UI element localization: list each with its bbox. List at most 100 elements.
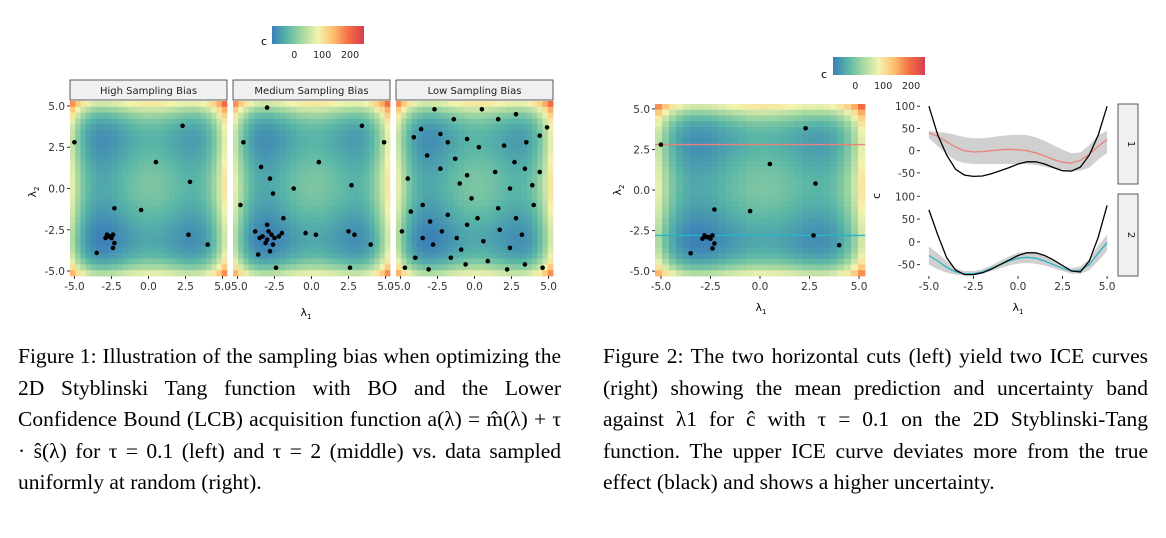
heatmap-cell [85,141,92,149]
heatmap-cell [195,141,202,149]
heatmap-cell [521,200,528,207]
heatmap-cell [655,201,663,208]
heatmap-cell [479,153,486,160]
heatmap-cell [655,258,663,265]
heatmap-cell [479,252,486,259]
heatmap-cell [280,153,286,160]
heatmap-cell [233,136,239,143]
heatmap-cell [106,176,113,184]
heatmap-cell [823,149,831,156]
heatmap-cell [484,223,491,230]
heatmap-cell [453,136,460,143]
heatmap-cell [458,206,465,213]
heatmap-cell [732,109,740,116]
heatmap-cell [542,223,549,230]
heatmap-cell [532,211,538,219]
heatmap-cell [511,217,517,224]
heatmap-cell [443,194,449,201]
heatmap-cell [767,224,775,231]
heatmap-cell [164,147,170,154]
heatmap-cell [301,171,307,178]
heatmap-cell [788,201,796,208]
heatmap-cell [70,206,76,213]
heatmap-cell [101,211,108,219]
heatmap-cell [127,241,134,248]
heatmap-cell [697,121,705,128]
heatmap-cell [311,182,318,189]
heatmap-cell [676,207,684,214]
heatmap-cell [474,176,481,184]
heatmap-cell [348,136,354,143]
heatmap-cell [285,118,291,125]
heatmap-cell [396,223,402,230]
heatmap-cell [718,218,726,225]
heatmap-cell [844,247,852,254]
heatmap-cell [753,212,761,220]
heatmap-cell [195,258,202,265]
heatmap-cell [127,159,134,166]
heatmap-cell [316,223,323,230]
heatmap-cell [106,223,113,230]
heatmap-cell [676,212,684,220]
heatmap-cell [80,246,87,254]
heatmap-cell [753,161,761,168]
heatmap-cell [500,246,507,254]
heatmap-cell [781,104,789,111]
heatmap-cell [195,165,202,172]
heatmap-cell [711,109,719,116]
heatmap-cell [384,165,391,172]
heatmap-cell [206,176,212,184]
heatmap-cell [75,153,81,160]
heatmap-cell [169,176,176,184]
sample-point [464,136,470,142]
heatmap-cell [374,130,380,137]
heatmap-cell [809,230,817,237]
heatmap-cell [174,235,181,242]
heatmap-cell [774,218,782,225]
heatmap-cell [306,182,312,189]
heatmap-cell [285,270,291,277]
heatmap-cell [676,138,684,145]
heatmap-cell [342,159,349,166]
heatmap-cell [190,141,196,149]
heatmap-cell [138,211,144,219]
x-tick-label: 5.0 [540,281,557,293]
heatmap-cell [516,153,522,160]
heatmap-cell [311,217,318,224]
heatmap-cell [739,155,747,162]
heatmap-cell [185,211,191,219]
ice-ylabel: c [870,193,883,199]
heatmap-cell [274,147,281,154]
heatmap-cell [516,229,522,236]
heatmap-cell [739,264,747,271]
heatmap-cell [662,149,670,156]
heatmap-cell [532,124,538,131]
heatmap-cell [781,241,789,248]
figure1-colorbar: c 0 100 200 [261,26,364,61]
heatmap-cell [75,147,81,154]
heatmap-cell [243,171,250,178]
heatmap-cell [259,206,265,213]
heatmap-cell [697,104,705,111]
heatmap-cell [174,264,181,271]
heatmap-cell [526,118,533,125]
heatmap-cell [809,235,817,242]
heatmap-cell [746,264,754,271]
heatmap-cell [363,241,370,248]
heatmap-cell [669,161,677,168]
heatmap-cell [521,235,528,242]
heatmap-cell [697,184,705,191]
heatmap-cell [532,270,538,277]
heatmap-cell [537,153,543,160]
heatmap-cell [669,155,677,162]
heatmap-cell [526,235,533,242]
heatmap-cell [505,171,512,178]
heatmap-cell [844,109,852,116]
heatmap-cell [537,258,543,265]
heatmap-cell [358,106,365,114]
heatmap-cell [253,194,260,201]
heatmap-cell [774,195,782,202]
heatmap-cell [760,235,768,242]
heatmap-cell [363,188,370,195]
heatmap-cell [732,115,740,122]
